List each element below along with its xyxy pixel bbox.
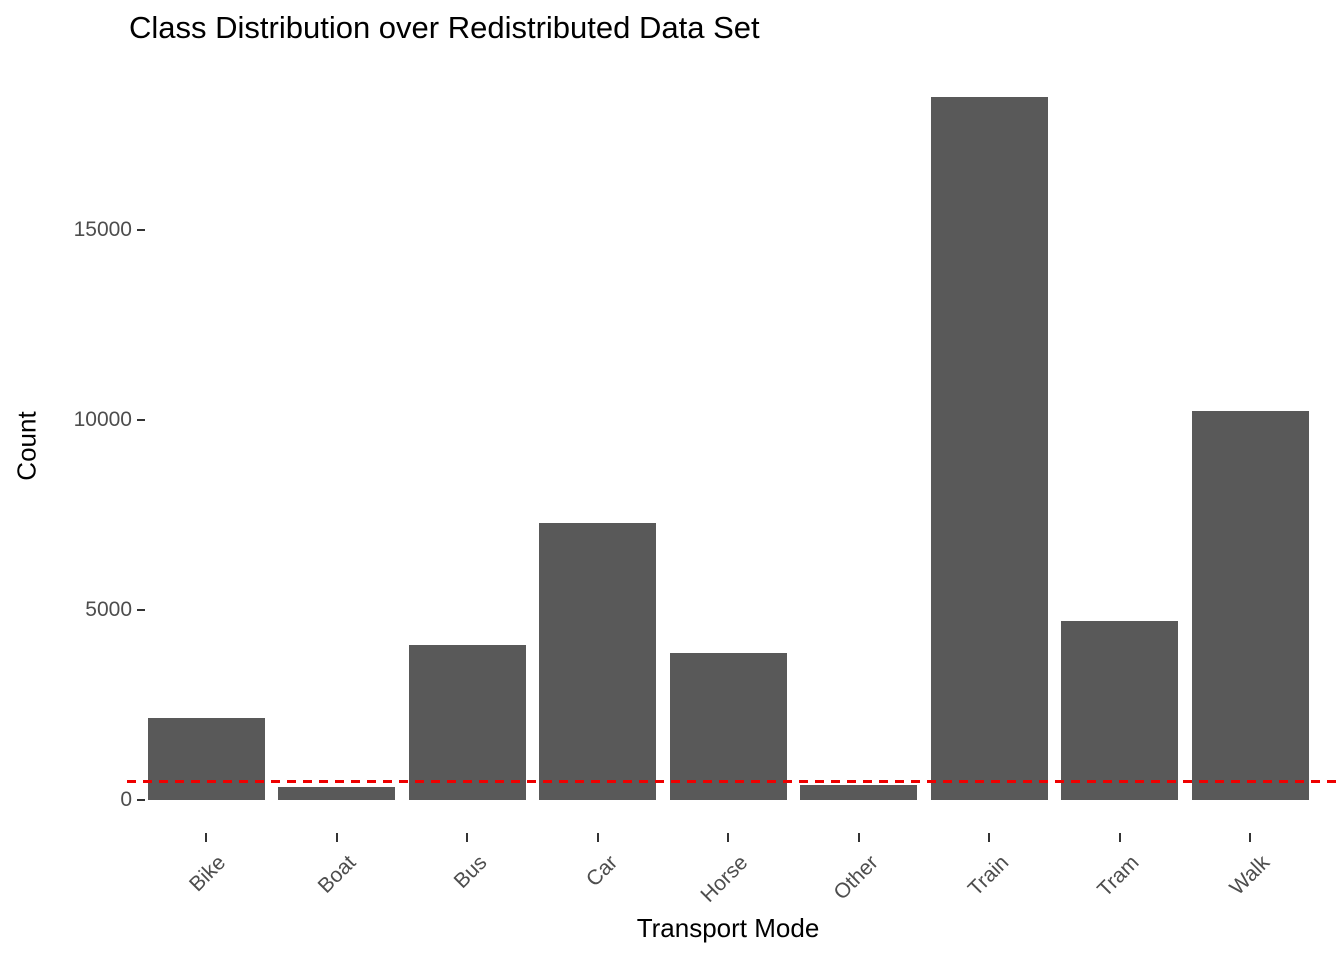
y-tick-mark-15000 — [137, 229, 145, 231]
bar-bike — [147, 718, 265, 800]
x-tick-label-bus: Bus — [449, 851, 492, 893]
y-tick-label-0: 0 — [120, 788, 132, 811]
bar-boat — [278, 787, 395, 800]
x-tick-mark-other — [857, 833, 860, 842]
x-axis-title: Transport Mode — [636, 913, 820, 943]
y-tick-label-15000: 15000 — [73, 218, 132, 241]
x-tick-mark-tram — [1118, 833, 1121, 842]
bar-tram — [1061, 621, 1178, 800]
x-tick-label-boat: Boat — [313, 851, 361, 898]
x-tick-label-train: Train — [963, 851, 1014, 901]
x-tick-mark-boat — [335, 833, 338, 842]
y-tick-mark-10000 — [137, 419, 145, 421]
x-tick-mark-horse — [727, 833, 729, 842]
x-tick-mark-bus — [466, 833, 468, 842]
y-tick-label-10000: 10000 — [73, 408, 132, 431]
y-tick-mark-0 — [137, 799, 145, 801]
chart-title: Class Distribution over Redistributed Da… — [129, 10, 760, 45]
bar-car — [539, 522, 656, 800]
x-tick-label-horse: Horse — [696, 851, 753, 907]
bar-other — [800, 784, 917, 800]
bar-train — [930, 97, 1048, 800]
x-tick-label-tram: Tram — [1093, 851, 1144, 902]
x-tick-label-walk: Walk — [1225, 851, 1275, 900]
bar-bus — [408, 644, 526, 800]
y-tick-mark-5000 — [137, 609, 145, 611]
x-tick-label-bike: Bike — [185, 851, 231, 897]
x-tick-label-car: Car — [581, 851, 622, 892]
y-tick-label-5000: 5000 — [85, 598, 132, 621]
bar-walk — [1191, 410, 1309, 800]
threshold-line — [127, 780, 1340, 783]
x-tick-mark-car — [596, 833, 599, 842]
bar-horse — [669, 652, 787, 800]
x-tick-mark-walk — [1249, 833, 1251, 842]
x-tick-label-other: Other — [829, 851, 883, 905]
x-tick-mark-bike — [205, 833, 207, 842]
x-tick-mark-train — [988, 833, 990, 842]
